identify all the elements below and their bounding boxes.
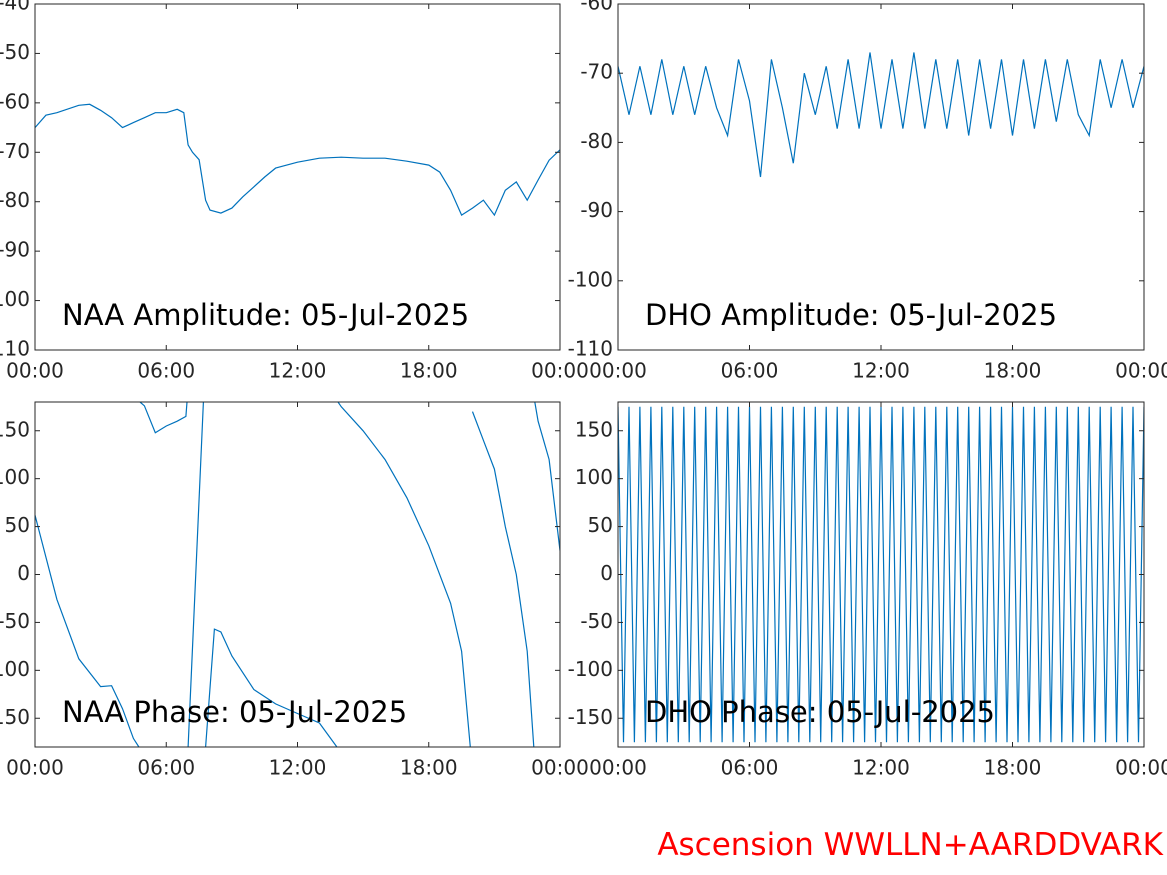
y-tick-label: -70	[0, 139, 30, 163]
x-tick-label: 00:00	[589, 756, 647, 780]
y-tick-label: -150	[568, 705, 613, 729]
x-tick-label: 18:00	[400, 756, 458, 780]
y-tick-label: -100	[568, 267, 613, 291]
x-tick-label: 12:00	[269, 756, 327, 780]
annotation: DHO Phase: 05-Jul-2025	[645, 695, 995, 729]
x-tick-label: 06:00	[721, 756, 779, 780]
x-tick-label: 18:00	[984, 359, 1042, 383]
y-tick-label: -40	[0, 0, 30, 15]
y-tick-label: -90	[0, 238, 30, 262]
x-tick-label: 00:00	[531, 359, 589, 383]
x-tick-label: 06:00	[137, 359, 195, 383]
x-tick-label: 06:00	[137, 756, 195, 780]
data-line	[35, 402, 560, 747]
y-tick-label: 50	[5, 513, 30, 537]
subplot: -150 -100 -50 0 50 100 150 00:00 06:00 12:00 18:00…	[568, 401, 1167, 780]
y-tick-label: -90	[580, 198, 613, 222]
subplot: -110 -100 -90 -80 -70 -60 -50 -40 00:00 06:00 12:0…	[0, 0, 589, 383]
x-tick-label: 12:00	[852, 359, 910, 383]
y-tick-label: 150	[575, 417, 613, 441]
y-tick-label: -150	[0, 705, 30, 729]
y-tick-label: -50	[0, 609, 30, 633]
y-tick-label: -100	[0, 287, 30, 311]
data-line	[618, 406, 1144, 743]
y-tick-label: 50	[588, 513, 613, 537]
y-tick-label: -110	[0, 337, 30, 361]
y-tick-label: -50	[0, 40, 30, 64]
y-tick-label: 150	[0, 417, 30, 441]
x-tick-label: 00:00	[589, 359, 647, 383]
subplot: -110 -100 -90 -80 -70 -60 00:00 06:00 12:00 18:00…	[568, 0, 1167, 383]
x-tick-label: 18:00	[984, 756, 1042, 780]
data-line	[618, 52, 1144, 178]
x-tick-label: 00:00	[6, 359, 64, 383]
x-tick-label: 00:00	[531, 756, 589, 780]
y-tick-label: -50	[580, 609, 613, 633]
x-tick-label: 06:00	[721, 359, 779, 383]
y-tick-label: -100	[0, 657, 30, 681]
y-tick-label: -70	[580, 60, 613, 84]
footer: Ascension WWLLN+AARDDVARK	[657, 827, 1163, 863]
y-tick-label: -80	[0, 188, 30, 212]
y-tick-label: 100	[575, 465, 613, 489]
x-tick-label: 12:00	[269, 359, 327, 383]
x-tick-label: 12:00	[852, 756, 910, 780]
y-tick-label: -80	[580, 129, 613, 153]
y-tick-label: -110	[568, 337, 613, 361]
data-line	[35, 103, 560, 217]
x-tick-label: 00:00	[1115, 359, 1167, 383]
annotation: NAA Phase: 05-Jul-2025	[62, 695, 407, 729]
y-tick-label: -60	[580, 0, 613, 15]
y-tick-label: 0	[17, 561, 30, 585]
subplot: -150 -100 -50 0 50 100 150 00:00 06:00 12:00 18:00…	[0, 401, 589, 780]
x-tick-label: 00:00	[1115, 756, 1167, 780]
x-tick-label: 00:00	[6, 756, 64, 780]
annotation: NAA Amplitude: 05-Jul-2025	[62, 298, 469, 332]
y-tick-label: -60	[0, 89, 30, 113]
y-tick-label: -100	[568, 657, 613, 681]
y-tick-label: 100	[0, 465, 30, 489]
y-tick-label: 0	[600, 561, 613, 585]
x-tick-label: 18:00	[400, 359, 458, 383]
annotation: DHO Amplitude: 05-Jul-2025	[645, 298, 1057, 332]
